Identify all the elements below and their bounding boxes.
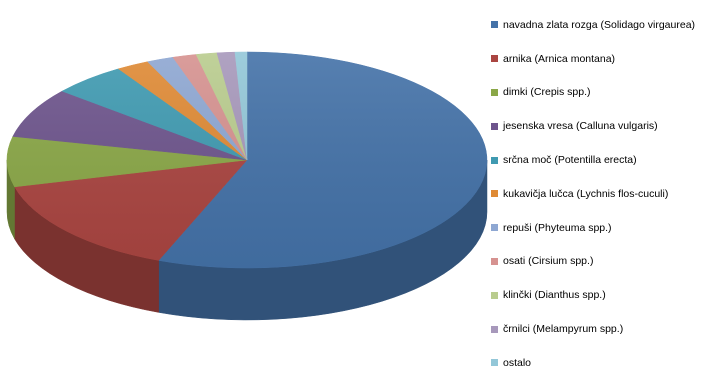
legend-item-arnika-arnica-montana: arnika (Arnica montana) xyxy=(491,42,707,76)
legend-label: jesenska vresa (Calluna vulgaris) xyxy=(503,120,658,133)
pie-slice-sides xyxy=(6,159,488,321)
pie-slice-tops xyxy=(6,51,488,269)
pie-chart: navadna zlata rozga (Solidago virgaurea)… xyxy=(6,19,695,369)
legend-label: osati (Cirsium spp.) xyxy=(503,255,594,268)
legend-swatch xyxy=(491,88,498,96)
chart-legend: navadna zlata rozga (Solidago virgaurea)… xyxy=(491,8,707,380)
legend-label: dimki (Crepis spp.) xyxy=(503,86,591,99)
legend-swatch xyxy=(491,325,498,333)
legend-item-repusi-phyteuma-spp: repuši (Phyteuma spp.) xyxy=(491,211,707,245)
legend-swatch xyxy=(491,190,498,198)
pie-chart-plot xyxy=(6,51,488,321)
legend-swatch xyxy=(491,257,498,265)
legend-item-jesenska-vresa-calluna-vulgaris: jesenska vresa (Calluna vulgaris) xyxy=(491,109,707,143)
legend-label: srčna moč (Potentilla erecta) xyxy=(503,154,637,167)
legend-swatch xyxy=(491,55,498,63)
legend-swatch xyxy=(491,291,498,299)
legend-label: ostalo xyxy=(503,356,532,369)
legend-label: repuši (Phyteuma spp.) xyxy=(503,221,612,234)
legend-item-osati-cirsium-spp: osati (Cirsium spp.) xyxy=(491,245,707,279)
legend-swatch xyxy=(491,21,498,29)
legend-item-ostalo: ostalo xyxy=(491,346,707,380)
legend-item-kukavicja-lucca-lychnis-flos-cuculi: kukavičja lučca (Lychnis flos-cuculi) xyxy=(491,177,707,211)
legend-item-crnilci-melampyrum-spp: črnilci (Melampyrum spp.) xyxy=(491,312,707,346)
legend-swatch xyxy=(491,359,498,367)
legend-swatch xyxy=(491,156,498,164)
pie-top-sheen xyxy=(7,52,487,268)
legend-label: kukavičja lučca (Lychnis flos-cuculi) xyxy=(503,187,669,200)
legend-label: navadna zlata rozga (Solidago virgaurea) xyxy=(503,18,696,31)
legend-swatch xyxy=(491,122,498,130)
legend-item-dimki-crepis-spp: dimki (Crepis spp.) xyxy=(491,76,707,110)
legend-item-navadna-zlata-rozga-solidago-virgaurea: navadna zlata rozga (Solidago virgaurea) xyxy=(491,8,707,42)
legend-swatch xyxy=(491,224,498,232)
legend-label: klinčki (Dianthus spp.) xyxy=(503,289,606,302)
legend-label: črnilci (Melampyrum spp.) xyxy=(503,323,624,336)
legend-label: arnika (Arnica montana) xyxy=(503,52,616,65)
legend-item-srcna-moc-potentilla-erecta: srčna moč (Potentilla erecta) xyxy=(491,143,707,177)
legend-item-klincki-dianthus-spp: klinčki (Dianthus spp.) xyxy=(491,278,707,312)
